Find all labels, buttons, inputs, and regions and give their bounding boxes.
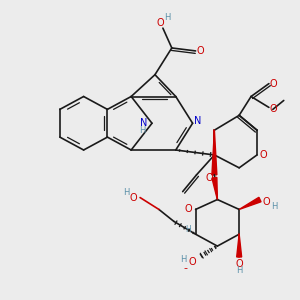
Text: H: H xyxy=(123,188,129,197)
Text: O: O xyxy=(197,46,204,56)
Text: H: H xyxy=(139,126,145,135)
Text: N: N xyxy=(140,118,148,128)
Text: N: N xyxy=(194,116,201,126)
Text: O: O xyxy=(156,18,164,28)
Text: O: O xyxy=(269,104,277,114)
Text: O: O xyxy=(262,196,270,206)
Text: O: O xyxy=(236,259,243,269)
Polygon shape xyxy=(237,234,242,257)
Text: H: H xyxy=(271,202,277,211)
Text: H: H xyxy=(185,225,191,234)
Polygon shape xyxy=(212,130,217,175)
Text: H: H xyxy=(236,266,242,275)
Text: O: O xyxy=(185,204,193,214)
Text: O: O xyxy=(206,173,213,183)
Text: -: - xyxy=(184,263,188,273)
Text: O: O xyxy=(259,150,267,160)
Text: O: O xyxy=(129,193,137,202)
Text: O: O xyxy=(269,79,277,88)
Polygon shape xyxy=(239,197,261,209)
Polygon shape xyxy=(212,177,218,200)
Text: H: H xyxy=(164,13,170,22)
Text: O: O xyxy=(189,257,196,267)
Text: H: H xyxy=(181,256,187,265)
